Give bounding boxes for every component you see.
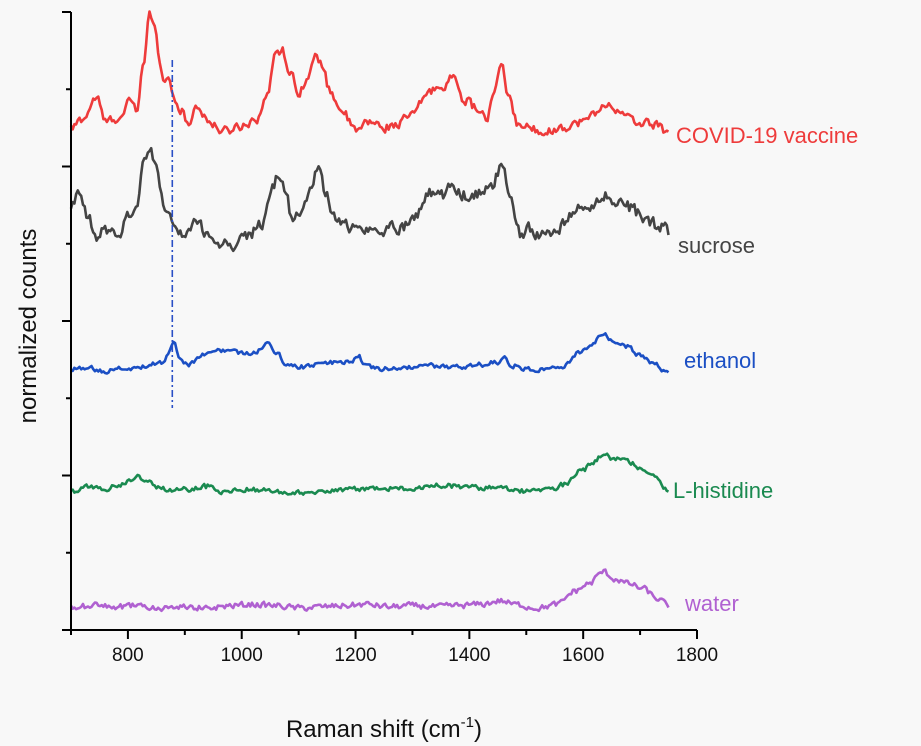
series-lines-group [69,10,670,613]
series-label-sucrose: sucrose [678,233,755,258]
series-label-ethanol: ethanol [684,348,756,373]
series-line-water [69,568,670,613]
x-tick-label: 1800 [676,645,718,666]
y-axis-title: normalized counts [15,229,42,424]
x-tick-label: 1600 [562,645,604,666]
y-axis-ticks [62,11,71,631]
x-axis-title: Raman shift (cm-1) [286,714,482,743]
x-tick-label: 1200 [334,645,376,666]
series-label-covid-19-vaccine: COVID-19 vaccine [676,123,858,148]
x-axis-ticks: 800 1000 1200 1400 1600 1800 [70,630,718,666]
x-tick-label: 800 [112,645,144,666]
series-line-ethanol [70,332,670,375]
series-labels-group: COVID-19 vaccine sucrose ethanol L-histidin… [673,123,858,616]
x-tick-label: 1000 [221,645,263,666]
series-line-covid-19-vaccine [69,10,670,137]
series-label-l-histidine: L-histidine [673,478,773,503]
series-line-l-histidine [70,452,670,496]
series-line-sucrose [69,146,670,253]
series-label-water: water [684,591,739,616]
x-tick-label: 1400 [448,645,490,666]
